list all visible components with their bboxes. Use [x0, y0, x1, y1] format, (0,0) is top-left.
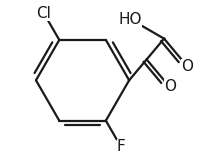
- Text: Cl: Cl: [36, 6, 51, 21]
- Text: O: O: [181, 59, 193, 74]
- Text: HO: HO: [119, 12, 142, 27]
- Text: O: O: [164, 79, 176, 95]
- Text: F: F: [117, 139, 125, 154]
